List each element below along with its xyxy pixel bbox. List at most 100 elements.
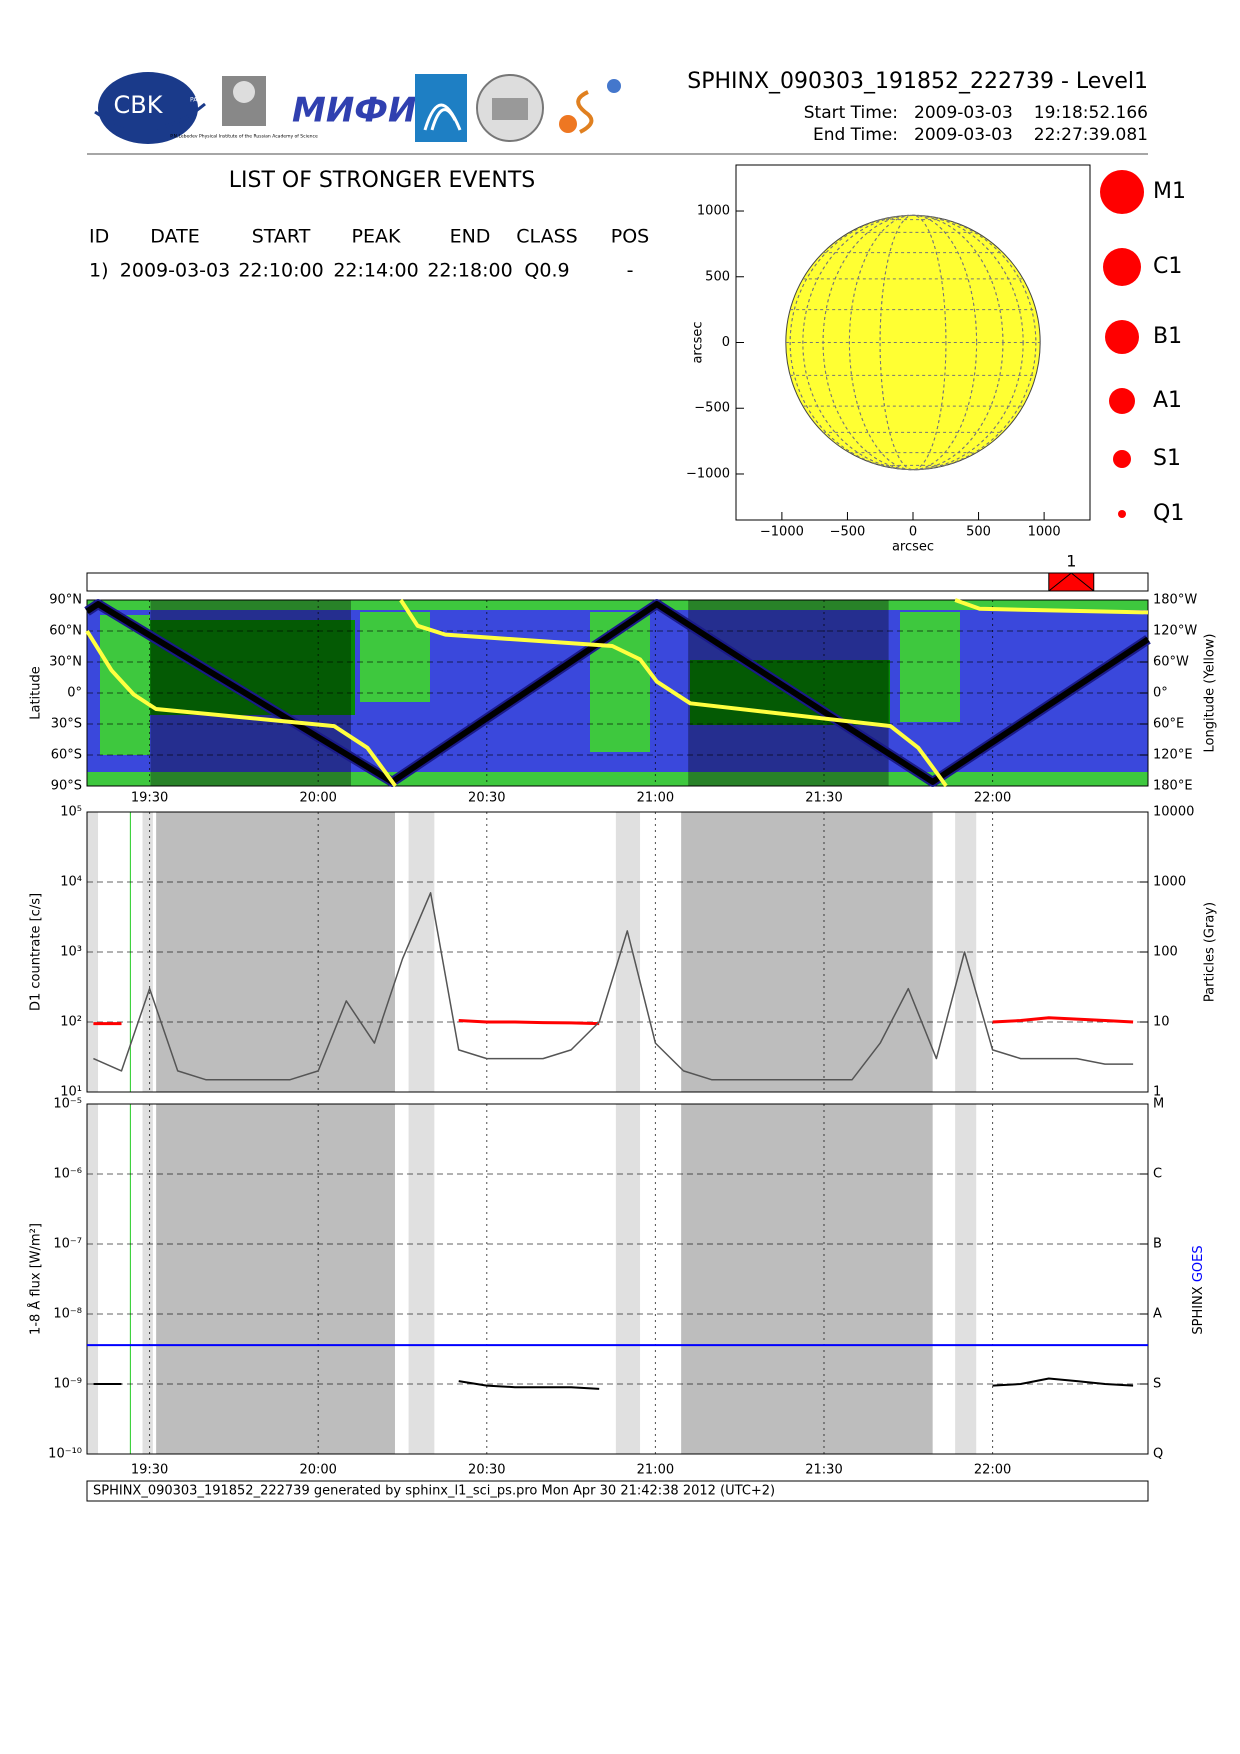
y2-tick-label: 0° [1153,686,1168,701]
end-label: End Time: [813,125,898,145]
light-shade [142,1104,153,1454]
class-symbol [1100,170,1144,214]
y2-tick-label: C [1153,1167,1162,1182]
land [900,612,960,722]
land [87,772,1148,786]
y2-tick-label: B [1153,1237,1162,1252]
x-tick-label: 22:00 [974,791,1011,806]
end-date: 2009-03-03 [914,125,1013,145]
dark-shade [681,1104,933,1454]
x-tick-label: 21:30 [805,791,842,806]
table-header: START [252,226,311,248]
y-tick-label: 30°N [49,655,82,670]
x-tick-label: 21:00 [637,791,674,806]
x-tick-label: 19:30 [131,791,168,806]
disk-grid [848,214,978,471]
y-tick-label: 90°N [49,593,82,608]
table-cell: 1) [89,260,109,282]
disk-grid [822,214,1004,471]
event-label: 1 [1066,552,1076,571]
footer-box [86,1480,1149,1502]
y-axis-label: D1 countrate [c/s] [29,893,44,1011]
class-symbol [1113,450,1131,468]
data-line [93,892,1134,1081]
data-line [93,1016,1134,1026]
plot-frame [86,811,1149,1093]
x-axis-label: arcsec [892,540,934,555]
flux-legend: SPHINX GOES [1191,1245,1206,1334]
y-tick-label: 10⁻⁶ [53,1167,82,1182]
logo-box [415,74,467,142]
table-cell: - [627,260,634,282]
light-shade [955,1104,977,1454]
x-tick-label: 21:30 [805,1463,842,1478]
y2-tick-label: 1 [1153,1085,1161,1100]
table-cell: 22:10:00 [238,260,323,282]
start-label: Start Time: [804,103,898,123]
y2-tick-label: A [1153,1307,1162,1322]
y2-tick-label: M [1153,1097,1164,1112]
y-tick-label: 10⁵ [60,805,82,820]
y2-axis-label: Particles (Gray) [1203,902,1218,1002]
table-cell: 2009-03-03 [120,260,230,282]
x-tick-label: 1000 [1028,525,1061,540]
table-header: CLASS [516,226,577,248]
x-tick-label: 22:00 [974,1463,1011,1478]
pan-text: PAN [190,97,202,104]
y-tick-label: 30°S [51,717,82,732]
end-time: 22:27:39.081 [1034,125,1148,145]
s-logo [576,90,594,134]
event-cross [1048,572,1095,592]
cbk-text: CBK [114,91,164,119]
y2-tick-label: S [1153,1377,1161,1392]
x-tick-label: 20:30 [468,1463,505,1478]
class-label: B1 [1153,324,1182,349]
class-label: M1 [1153,179,1186,204]
lebedev-text: P.N.Lebedev Physical Institute of the Ru… [170,134,318,140]
legend-entry: SPHINX [1191,1286,1206,1334]
y2-tick-label: 10 [1153,1015,1170,1030]
data-line [85,598,1149,788]
x-tick-label: 0 [909,525,917,540]
land [87,600,1148,610]
dark-shade [156,812,395,1092]
plot-frame [86,1103,1149,1455]
disk-grid [789,214,1037,471]
class-label: C1 [1153,254,1182,279]
event-box [1048,572,1095,592]
logo-arc [423,103,462,131]
light-shade [87,1104,99,1454]
y-tick-label: 0° [67,686,82,701]
y-axis-label: arcsec [691,321,706,363]
logos: CBK PAN P.N.Lebedev Physical Institute o… [94,72,621,144]
class-symbol [1109,388,1135,414]
y-tick-label: 500 [705,269,730,284]
class-label: S1 [1153,446,1181,471]
report-title: SPHINX_090303_191852_222739 - Level1 [687,69,1148,94]
logo-swoosh [94,102,206,131]
y-tick-label: 90°S [51,779,82,794]
table-cell: Q0.9 [524,260,569,282]
y-axis-label: 1-8 Å flux [W/m²] [28,1223,44,1335]
seal-building [492,98,528,120]
y2-tick-label: 60°W [1153,655,1189,670]
x-tick-label: 20:00 [299,1463,336,1478]
y-tick-label: 10³ [60,945,82,960]
y-tick-label: 10¹ [60,1085,82,1100]
x-tick-label: 21:00 [637,1463,674,1478]
globe-logo [607,79,621,93]
y-tick-label: 10⁻⁷ [53,1237,82,1252]
y-tick-label: 10⁻¹⁰ [48,1447,82,1462]
portrait-face [233,81,255,103]
class-symbol [1103,248,1141,286]
land [590,612,650,752]
light-shade [615,1104,641,1454]
y2-axis-label: Longitude (Yellow) [1203,634,1218,753]
y-axis-label: Latitude [29,666,44,720]
events-title: LIST OF STRONGER EVENTS [229,168,536,193]
table-cell: 22:14:00 [333,260,418,282]
table-header: PEAK [352,226,401,248]
y-tick-label: 60°N [49,624,82,639]
y2-tick-label: 180°W [1153,593,1197,608]
